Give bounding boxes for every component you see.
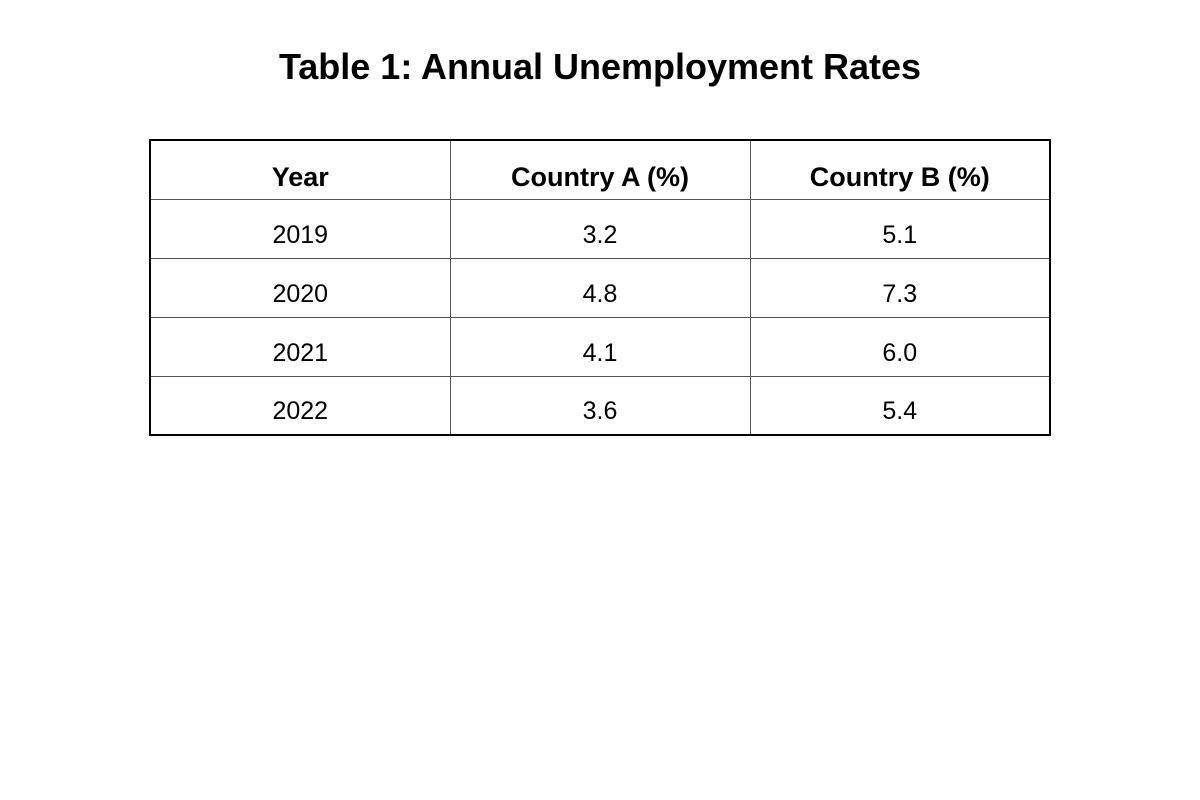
table-body: 2019 3.2 5.1 2020 4.8 7.3 2021 4.1 6.0 2022 3.6 5.4 [149, 198, 1051, 436]
table-row: 2020 4.8 7.3 [149, 257, 1051, 318]
table-cell: 5.4 [749, 375, 1051, 436]
table-title: Table 1: Annual Unemployment Rates [278, 46, 922, 87]
table-cell: 2020 [149, 257, 451, 318]
header-cell: Country B (%) [749, 139, 1051, 200]
table-cell: 6.0 [749, 316, 1051, 377]
header-cell: Year [149, 139, 451, 200]
table-cell: 7.3 [749, 257, 1051, 318]
header-cell: Country A (%) [449, 139, 751, 200]
table-head: Year Country A (%) Country B (%) [149, 139, 1051, 200]
table-row: 2019 3.2 5.1 [149, 198, 1051, 259]
header-row: Year Country A (%) Country B (%) [149, 139, 1051, 200]
table-row: 2022 3.6 5.4 [149, 375, 1051, 436]
table-cell: 2019 [149, 198, 451, 259]
data-table: Year Country A (%) Country B (%) 2019 3.2 5.… [149, 139, 1051, 436]
table-cell: 4.8 [449, 257, 751, 318]
table-cell: 5.1 [749, 198, 1051, 259]
table-cell: 2022 [149, 375, 451, 436]
table-row: 2021 4.1 6.0 [149, 316, 1051, 377]
table-cell: 3.2 [449, 198, 751, 259]
table-cell: 3.6 [449, 375, 751, 436]
table-cell: 4.1 [449, 316, 751, 377]
table-cell: 2021 [149, 316, 451, 377]
